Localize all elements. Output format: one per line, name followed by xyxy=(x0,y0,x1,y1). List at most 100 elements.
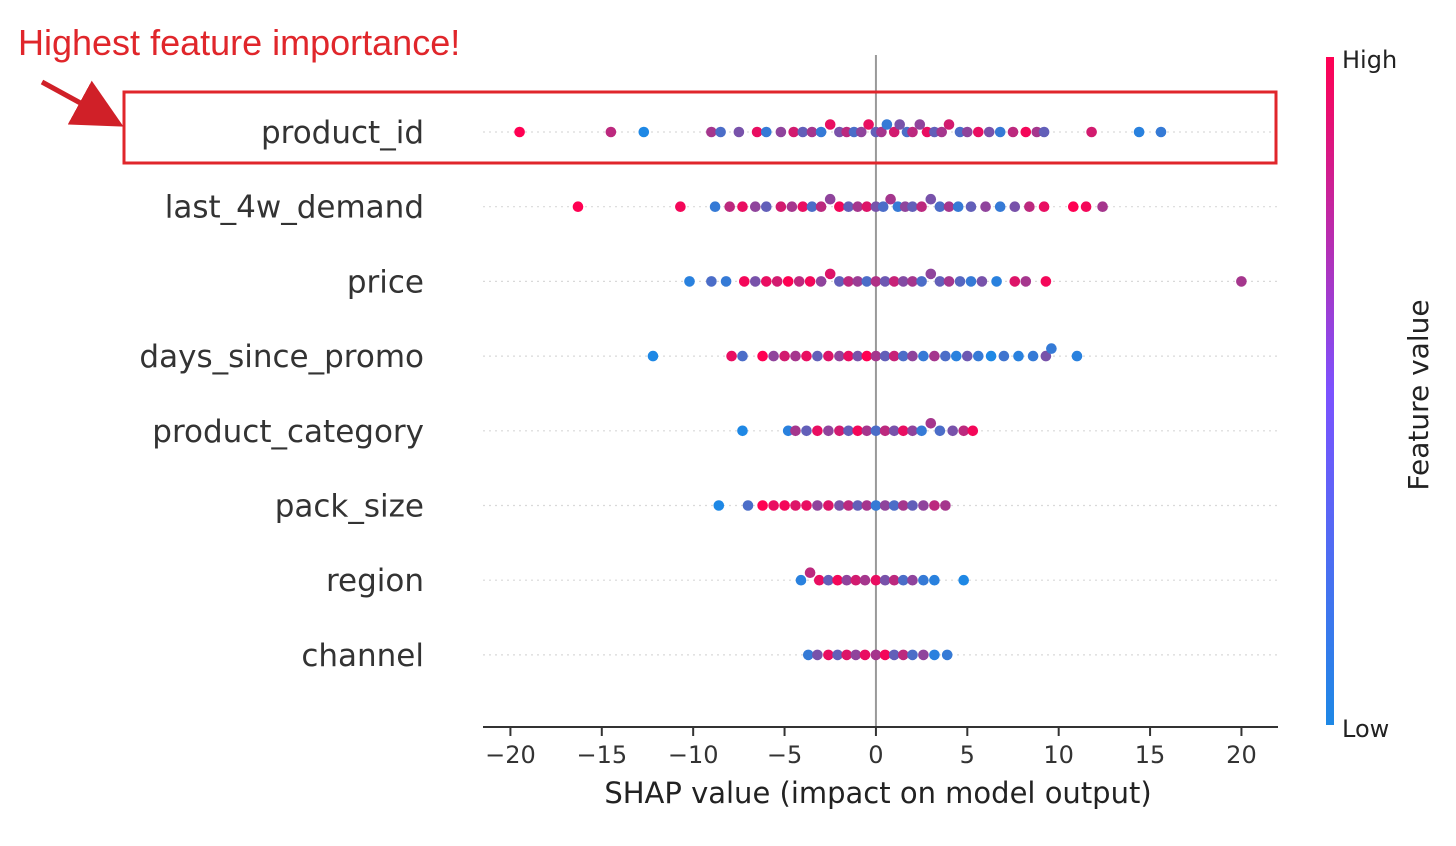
shap-point xyxy=(879,649,891,661)
shap-point xyxy=(812,425,823,437)
annotation-arrow-icon xyxy=(40,79,124,127)
shap-point xyxy=(861,350,873,362)
feature-label: last_4w_demand xyxy=(165,190,424,226)
shap-point xyxy=(1038,201,1050,212)
x-tick-label: −15 xyxy=(576,741,627,769)
shap-point xyxy=(750,201,761,212)
shap-point xyxy=(823,350,834,362)
shap-point xyxy=(1046,343,1057,354)
x-tick-label: 15 xyxy=(1135,741,1166,769)
shap-point xyxy=(824,193,836,205)
shap-point xyxy=(804,276,816,287)
shap-point xyxy=(797,201,809,212)
shap-point xyxy=(934,425,946,437)
shap-point xyxy=(898,649,909,661)
shap-point xyxy=(1071,350,1083,362)
shap-point xyxy=(1007,126,1019,138)
colorbar-low-label: Low xyxy=(1342,715,1389,743)
shap-point xyxy=(706,126,717,138)
shap-point xyxy=(943,201,955,212)
shap-point xyxy=(733,126,745,138)
shap-point xyxy=(786,201,798,212)
shap-point xyxy=(801,425,812,437)
shap-point xyxy=(1009,201,1021,212)
shap-point xyxy=(965,201,977,212)
shap-point xyxy=(940,350,951,362)
shap-point xyxy=(918,649,929,661)
shap-point xyxy=(888,126,900,138)
shap-point xyxy=(751,126,763,138)
shap-point xyxy=(870,500,882,511)
shap-point xyxy=(801,350,812,362)
shap-point xyxy=(1155,126,1167,138)
shap-point xyxy=(843,276,854,287)
shap-point xyxy=(823,500,834,511)
feature-label: channel xyxy=(301,638,424,674)
shap-point xyxy=(832,574,843,586)
shap-point xyxy=(888,649,900,661)
x-axis-label: SHAP value (impact on model output) xyxy=(604,776,1151,810)
shap-point xyxy=(1038,126,1050,138)
shap-point xyxy=(779,500,790,511)
shap-point xyxy=(856,126,867,138)
shap-point xyxy=(929,500,940,511)
shap-point xyxy=(907,649,918,661)
shap-point xyxy=(879,425,891,437)
shap-point xyxy=(980,201,991,212)
shap-point xyxy=(841,649,852,661)
shap-point xyxy=(834,350,845,362)
shap-point xyxy=(879,500,891,511)
shap-point xyxy=(951,350,962,362)
shap-point xyxy=(757,500,768,511)
shap-point xyxy=(888,425,900,437)
shap-point xyxy=(768,500,779,511)
shap-point xyxy=(815,126,827,138)
shap-point xyxy=(870,574,882,586)
shap-point xyxy=(1086,126,1097,138)
colorbar: High Low Feature value xyxy=(1326,46,1435,743)
shap-point xyxy=(929,574,940,586)
shap-point xyxy=(907,126,918,138)
colorbar-gradient xyxy=(1326,57,1334,725)
shap-point xyxy=(1031,126,1043,138)
shap-point xyxy=(879,276,891,287)
shap-point xyxy=(907,276,918,287)
shap-point xyxy=(790,350,801,362)
shap-point xyxy=(1236,276,1247,287)
shap-points xyxy=(514,119,1247,661)
shap-point xyxy=(894,119,905,130)
shap-point xyxy=(898,276,909,287)
shap-point xyxy=(916,425,927,437)
shap-point xyxy=(775,201,787,212)
shap-point xyxy=(832,649,843,661)
x-tick-label: 5 xyxy=(960,741,975,769)
shap-point xyxy=(803,649,814,661)
shap-point xyxy=(852,201,863,212)
shap-point xyxy=(815,276,827,287)
shap-point xyxy=(739,276,750,287)
shap-point xyxy=(898,574,909,586)
shap-point xyxy=(852,276,863,287)
shap-point xyxy=(852,500,863,511)
shap-point xyxy=(888,500,900,511)
annotation: Highest feature importance! xyxy=(18,22,1278,165)
shap-point xyxy=(782,276,794,287)
shap-point xyxy=(954,276,966,287)
shap-point xyxy=(1068,201,1079,212)
shap-point xyxy=(795,574,807,586)
shap-point xyxy=(892,201,904,212)
shap-point xyxy=(898,425,909,437)
shap-point xyxy=(761,201,772,212)
shap-point xyxy=(881,119,893,130)
shap-point xyxy=(965,276,977,287)
shap-point xyxy=(841,574,852,586)
shap-point xyxy=(907,350,918,362)
shap-point xyxy=(879,350,891,362)
x-tick-label: 20 xyxy=(1226,741,1257,769)
shap-point xyxy=(1020,276,1032,287)
shap-point xyxy=(936,126,947,138)
colorbar-title: Feature value xyxy=(1402,299,1435,490)
shap-point xyxy=(793,276,805,287)
colorbar-high-label: High xyxy=(1342,46,1397,74)
shap-point xyxy=(958,425,969,437)
